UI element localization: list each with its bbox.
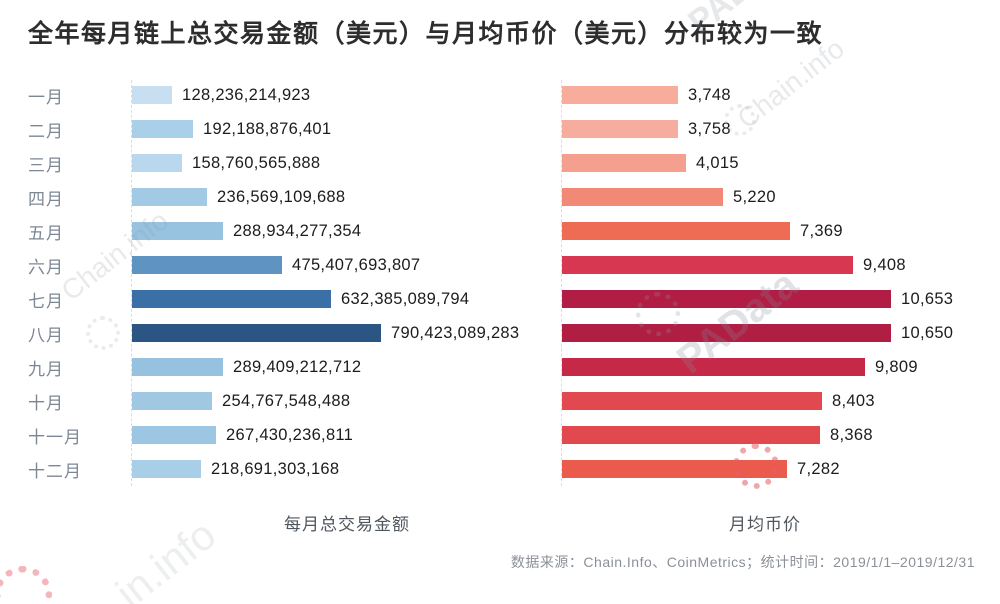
tx-bar (132, 460, 201, 478)
price-value: 8,368 (830, 425, 873, 444)
month-label: 五月 (28, 223, 64, 243)
tx-value: 236,569,109,688 (217, 187, 346, 206)
tx-bar (132, 392, 212, 410)
right-series-label: 月均币价 (729, 515, 801, 534)
chart-row: 八月 790,423,089,283 10,650 (28, 316, 990, 350)
data-source-note: 数据来源：Chain.Info、CoinMetrics；统计时间：2019/1/… (510, 554, 975, 570)
price-bar (562, 256, 853, 274)
price-bar (562, 460, 787, 478)
tx-bar (132, 120, 193, 138)
month-label: 八月 (28, 325, 64, 345)
price-bar (562, 426, 820, 444)
tx-value: 218,691,303,168 (211, 459, 340, 478)
chart-row: 六月 475,407,693,807 9,408 (28, 248, 990, 282)
price-bar (562, 154, 686, 172)
chart-row: 九月 289,409,212,712 9,809 (28, 350, 990, 384)
tx-bar (132, 188, 207, 206)
month-label: 十二月 (28, 461, 82, 481)
price-value: 7,282 (797, 459, 840, 478)
chart-row: 三月 158,760,565,888 4,015 (28, 146, 990, 180)
price-bar (562, 392, 822, 410)
tx-value: 158,760,565,888 (192, 153, 321, 172)
tx-value: 790,423,089,283 (391, 323, 520, 342)
price-value: 10,650 (901, 323, 954, 342)
price-value: 7,369 (800, 221, 843, 240)
month-label: 一月 (28, 87, 64, 107)
price-bar (562, 358, 865, 376)
month-label: 十一月 (28, 427, 82, 447)
price-bar (562, 290, 891, 308)
price-bar (562, 222, 790, 240)
price-value: 8,403 (832, 391, 875, 410)
tx-bar (132, 256, 282, 274)
tx-bar (132, 426, 216, 444)
price-value: 3,758 (688, 119, 731, 138)
tx-value: 475,407,693,807 (292, 255, 421, 274)
tx-value: 128,236,214,923 (182, 85, 311, 104)
price-bar (562, 188, 723, 206)
chart-row: 十一月 267,430,236,811 8,368 (28, 418, 990, 452)
bar-rows: 一月 128,236,214,923 3,748 二月 192,188,876,401 3… (28, 78, 990, 486)
month-label: 七月 (28, 291, 64, 311)
month-label: 四月 (28, 189, 64, 209)
tx-value: 288,934,277,354 (233, 221, 362, 240)
month-label: 十月 (28, 393, 64, 413)
chart-row: 十月 254,767,548,488 8,403 (28, 384, 990, 418)
right-axis-line (561, 80, 562, 486)
tx-value: 267,430,236,811 (226, 425, 354, 444)
left-axis-line (131, 80, 132, 486)
chart-row: 二月 192,188,876,401 3,758 (28, 112, 990, 146)
chart-row: 七月 632,385,089,794 10,653 (28, 282, 990, 316)
tx-bar (132, 358, 223, 376)
chart-row: 五月 288,934,277,354 7,369 (28, 214, 990, 248)
month-label: 六月 (28, 257, 64, 277)
page-title: 全年每月链上总交易金额（美元）与月均币价（美元）分布较为一致 (28, 20, 824, 48)
price-value: 10,653 (901, 289, 954, 308)
tx-value: 192,188,876,401 (203, 119, 332, 138)
tx-bar (132, 290, 331, 308)
tx-bar (132, 324, 381, 342)
tx-value: 254,767,548,488 (222, 391, 351, 410)
month-label: 三月 (28, 155, 64, 175)
month-label: 九月 (28, 359, 64, 379)
price-value: 4,015 (696, 153, 739, 172)
price-bar (562, 86, 678, 104)
tx-bar (132, 154, 182, 172)
tx-value: 289,409,212,712 (233, 357, 362, 376)
price-value: 5,220 (733, 187, 776, 206)
tx-bar (132, 222, 223, 240)
price-value: 9,809 (875, 357, 918, 376)
price-bar (562, 120, 678, 138)
chart-row: 十二月 218,691,303,168 7,282 (28, 452, 990, 486)
chart-row: 四月 236,569,109,688 5,220 (28, 180, 990, 214)
price-value: 9,408 (863, 255, 906, 274)
price-bar (562, 324, 891, 342)
left-series-label: 每月总交易金额 (284, 515, 410, 534)
tx-value: 632,385,089,794 (341, 289, 470, 308)
chart-row: 一月 128,236,214,923 3,748 (28, 78, 990, 112)
month-label: 二月 (28, 121, 64, 141)
price-value: 3,748 (688, 85, 731, 104)
padata-logo-icon (0, 566, 52, 604)
tx-bar (132, 86, 172, 104)
